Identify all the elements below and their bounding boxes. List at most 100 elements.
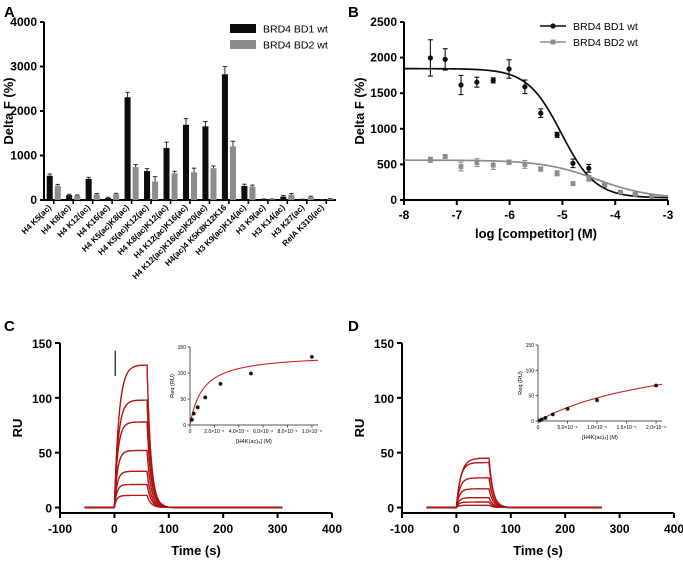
panel-d-sensorgram-fit — [426, 457, 602, 509]
panel-b-data-point — [554, 170, 560, 176]
panel-d-inset-y-tick-label: 150 — [526, 343, 535, 349]
panel-b-y-tick-label: 2000 — [370, 51, 397, 65]
panel-c-inset-data-point — [191, 411, 196, 416]
panel-c-inset-y-axis-label: Req (RU) — [170, 374, 176, 398]
panel-a-legend-label: BRD4 BD2 wt — [263, 40, 328, 52]
panel-c-x-tick-label: 400 — [322, 522, 342, 536]
panel-c-inset-x-tick-label: 0 — [189, 429, 192, 435]
panel-a-bar — [229, 146, 236, 200]
panel-c-inset-x-tick-label: 8.0×10⁻⁶ — [277, 429, 297, 435]
panel-d-x-tick-label: -100 — [390, 522, 414, 536]
panel-b-data-point — [442, 56, 448, 62]
panel-a-bar — [66, 195, 73, 200]
panel-b-data-point — [632, 191, 638, 197]
panel-c-sensorgram-fit — [84, 494, 283, 509]
panel-b-y-tick-label: 1500 — [370, 86, 397, 100]
panel-a-bar — [163, 147, 170, 200]
panel-a-bar — [210, 168, 217, 200]
panel-a-bar — [144, 171, 151, 200]
panel-d-y-tick-label: 50 — [381, 447, 395, 461]
panel-c-sensorgram-trace — [84, 399, 283, 509]
panel-b-data-point — [506, 66, 512, 72]
panel-c-inset-data-point — [195, 405, 200, 410]
panel-b-x-tick-label: -3 — [663, 208, 674, 222]
panel-a-bar — [241, 185, 248, 200]
panel-c-inset-data-point — [249, 371, 253, 376]
panel-b-x-tick-label: -8 — [399, 208, 410, 222]
panel-d-sensorgram-fit — [426, 501, 602, 509]
panel-b-data-point — [458, 164, 464, 169]
panel-a-bar — [54, 185, 61, 200]
panel-c-y-tick-label: 50 — [39, 447, 53, 461]
panel-b: B 0 500 1000 1500 2000 2500 -8 -7 -6 -5 -4 -3 Delta … — [342, 0, 683, 290]
panel-d-inset-data-point — [595, 398, 599, 403]
panel-d-sensorgram-fit — [426, 488, 602, 509]
panel-d-inset-y-tick-label: 100 — [526, 368, 535, 374]
panel-b-data-point — [458, 82, 464, 88]
panel-a-bar — [93, 194, 100, 200]
panel-d-inset-data-point — [543, 416, 548, 420]
panel-b-data-point — [522, 84, 528, 90]
panel-d-sensorgram-trace — [426, 497, 602, 509]
panel-d-sensorgram-fit — [426, 461, 602, 509]
panel-c-x-tick-label: 300 — [268, 522, 288, 536]
panel-a-bar — [182, 124, 189, 200]
panel-d-inset-y-tick-label: 50 — [528, 394, 534, 400]
panel-b-data-point — [538, 166, 544, 172]
panel-d-chart: 0 50 100 150 -100 0 100 200 300 400 RU Time (s) 0 50 1… — [352, 337, 683, 558]
panel-d-letter: D — [348, 318, 359, 335]
panel-a-bar — [202, 126, 209, 200]
panel-a-bar — [113, 194, 120, 200]
panel-a-bar — [124, 97, 131, 200]
panel-d-y-tick-label: 150 — [374, 337, 394, 351]
panel-b-y-tick-label: 0 — [390, 193, 397, 207]
panel-c-inset-data-point — [203, 395, 208, 400]
panel-d-inset-data-point — [539, 417, 544, 422]
panel-d-inset-x-axis-label: [H4K(ac)₄] (M) — [582, 435, 618, 441]
panel-a: A 0 1000 2000 3000 4000 Delta F (%) H4 K5(ac) H… — [0, 0, 342, 290]
panel-c-x-axis-label: Time (s) — [171, 543, 221, 558]
panel-c-x-tick-label: 200 — [213, 522, 233, 536]
panel-a-y-tick-label: 4000 — [10, 15, 37, 29]
panel-d-x-tick-label: 200 — [555, 522, 575, 536]
panel-b-legend-marker — [550, 23, 556, 29]
panel-b-fit-curve — [404, 67, 669, 199]
panel-a-bar — [260, 199, 267, 200]
panel-b-data-point — [490, 77, 496, 83]
panel-d-inset-x-tick-label: 1.5×10⁻⁵ — [616, 425, 636, 431]
panel-c-inset-data-point — [218, 382, 223, 386]
panel-c-sensorgram-fit — [84, 364, 283, 509]
panel-a-y-tick-label: 1000 — [10, 149, 37, 163]
panel-a-bar — [171, 173, 178, 200]
panel-b-letter: B — [348, 4, 359, 21]
panel-a-letter: A — [4, 4, 15, 21]
panel-d-y-axis-label: RU — [352, 419, 367, 438]
panel-b-data-point — [570, 181, 576, 187]
panel-d-inset-y-axis-label: Req (RU) — [518, 371, 524, 395]
panel-a-bar — [152, 181, 159, 200]
panel-d-sensorgram-fit — [426, 497, 602, 509]
panel-a-legend-label: BRD4 BD1 wt — [263, 24, 328, 36]
panel-c-chart: 0 50 100 150 -100 0 100 200 300 400 RU Time (s) 0 50 1… — [10, 337, 342, 558]
panel-b-legend-marker — [550, 39, 556, 45]
panel-b-x-axis-label: log [competitor] (M) — [475, 226, 597, 241]
panel-c-inset-x-tick-label: 4.0×10⁻⁶ — [229, 429, 249, 435]
panel-c-y-tick-label: 150 — [32, 337, 52, 351]
panel-c-inset-data-point — [190, 417, 194, 422]
panel-a-y-tick-label: 0 — [30, 193, 37, 207]
panel-a-bar — [268, 199, 275, 200]
panel-c-x-tick-label: 0 — [111, 522, 118, 536]
panel-c-inset-y-tick-label: 50 — [180, 397, 186, 403]
panel-b-x-tick-label: -7 — [451, 208, 462, 222]
panel-b-data-point — [586, 175, 592, 181]
panel-b-y-tick-label: 500 — [377, 157, 397, 171]
panel-a-legend-swatch — [230, 24, 256, 33]
panel-b-fit-curve — [404, 159, 669, 197]
panel-c-inset-y-tick-label: 150 — [178, 345, 187, 351]
panel-c-y-axis-label: RU — [10, 419, 25, 438]
panel-a-bar — [299, 199, 306, 200]
panel-a-bar — [221, 74, 228, 200]
panel-a-bar — [280, 196, 287, 200]
panel-c-inset-y-tick-label: 100 — [178, 371, 187, 377]
panel-b-x-tick-label: -5 — [557, 208, 568, 222]
